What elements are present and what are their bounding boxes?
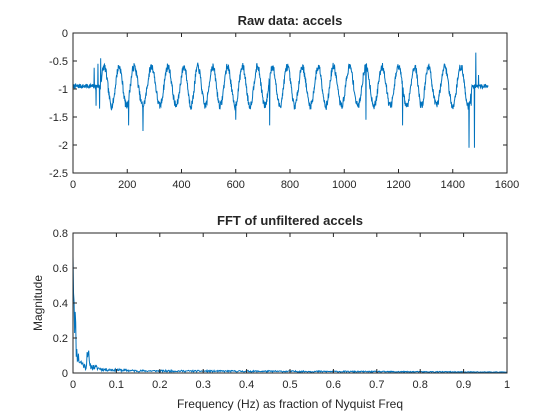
y-tick-label: 0.2 [53,333,68,345]
x-tick-label: 0 [70,379,76,391]
x-tick-label: 0 [70,179,76,191]
x-tick-label: 0.9 [456,379,471,391]
x-tick-label: 1400 [441,179,465,191]
y-tick-label: -1.5 [49,112,68,124]
x-tick-label: 0.6 [326,379,341,391]
x-tick-label: 1000 [332,179,356,191]
x-tick-label: 800 [281,179,299,191]
fft-x-ticks: 0 0.1 0.2 0.3 0.4 0.5 0.6 0.7 0.8 0.9 1 [70,233,510,391]
x-tick-label: 600 [227,179,245,191]
x-tick-label: 0.4 [239,379,254,391]
y-tick-label: -2 [58,140,68,152]
y-tick-label: 0 [62,28,68,40]
fft-y-ticks: 0 0.2 0.4 0.6 0.8 [53,228,507,380]
y-tick-label: 0.8 [53,228,68,240]
x-tick-label: 0.8 [413,379,428,391]
x-tick-label: 400 [172,179,190,191]
raw-data-axes: Raw data: accels 0 200 400 600 800 1000 1200 14… [49,13,519,191]
y-tick-label: 0 [62,368,68,380]
x-tick-label: 1600 [495,179,519,191]
raw-data-title: Raw data: accels [238,13,343,28]
y-tick-label: 0.6 [53,263,68,275]
y-tick-label: -1 [58,84,68,96]
fft-title: FFT of unfiltered accels [217,213,363,228]
raw-data-y-ticks: -2.5 -2 -1.5 -1 -0.5 0 [49,28,507,180]
x-tick-label: 0.7 [369,379,384,391]
fft-x-axis-label: Frequency (Hz) as fraction of Nyquist Fr… [177,397,403,411]
y-tick-label: 0.4 [53,298,68,310]
x-tick-label: 0.2 [152,379,167,391]
fft-y-axis-label: Magnitude [31,275,45,331]
x-tick-label: 0.3 [196,379,211,391]
x-tick-label: 0.1 [109,379,124,391]
x-tick-label: 1200 [386,179,410,191]
y-tick-label: -0.5 [49,56,68,68]
x-tick-label: 200 [118,179,136,191]
fft-axes: FFT of unfiltered accels 0 0.1 0.2 0.3 0.4 0.… [31,213,510,411]
y-tick-label: -2.5 [49,168,68,180]
x-tick-label: 1 [504,379,510,391]
raw-data-series-line [72,52,489,148]
raw-data-x-ticks: 0 200 400 600 800 1000 1200 1400 1600 [70,33,519,191]
x-tick-label: 0.5 [282,379,297,391]
